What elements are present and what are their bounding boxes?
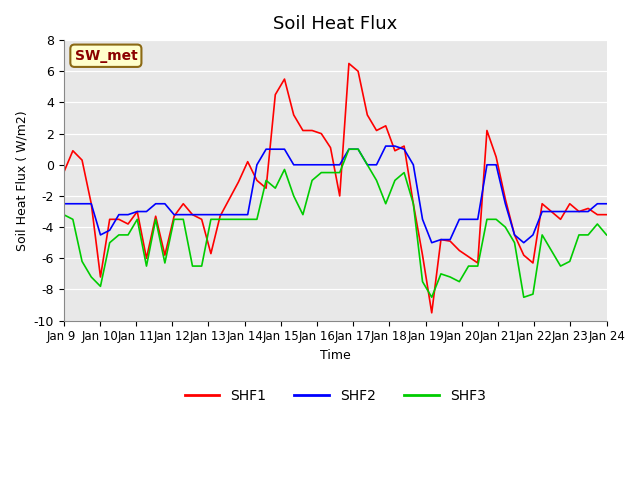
X-axis label: Time: Time — [320, 349, 351, 362]
Y-axis label: Soil Heat Flux ( W/m2): Soil Heat Flux ( W/m2) — [15, 110, 28, 251]
Legend: SHF1, SHF2, SHF3: SHF1, SHF2, SHF3 — [179, 384, 491, 409]
Title: Soil Heat Flux: Soil Heat Flux — [273, 15, 397, 33]
Text: SW_met: SW_met — [74, 49, 137, 63]
